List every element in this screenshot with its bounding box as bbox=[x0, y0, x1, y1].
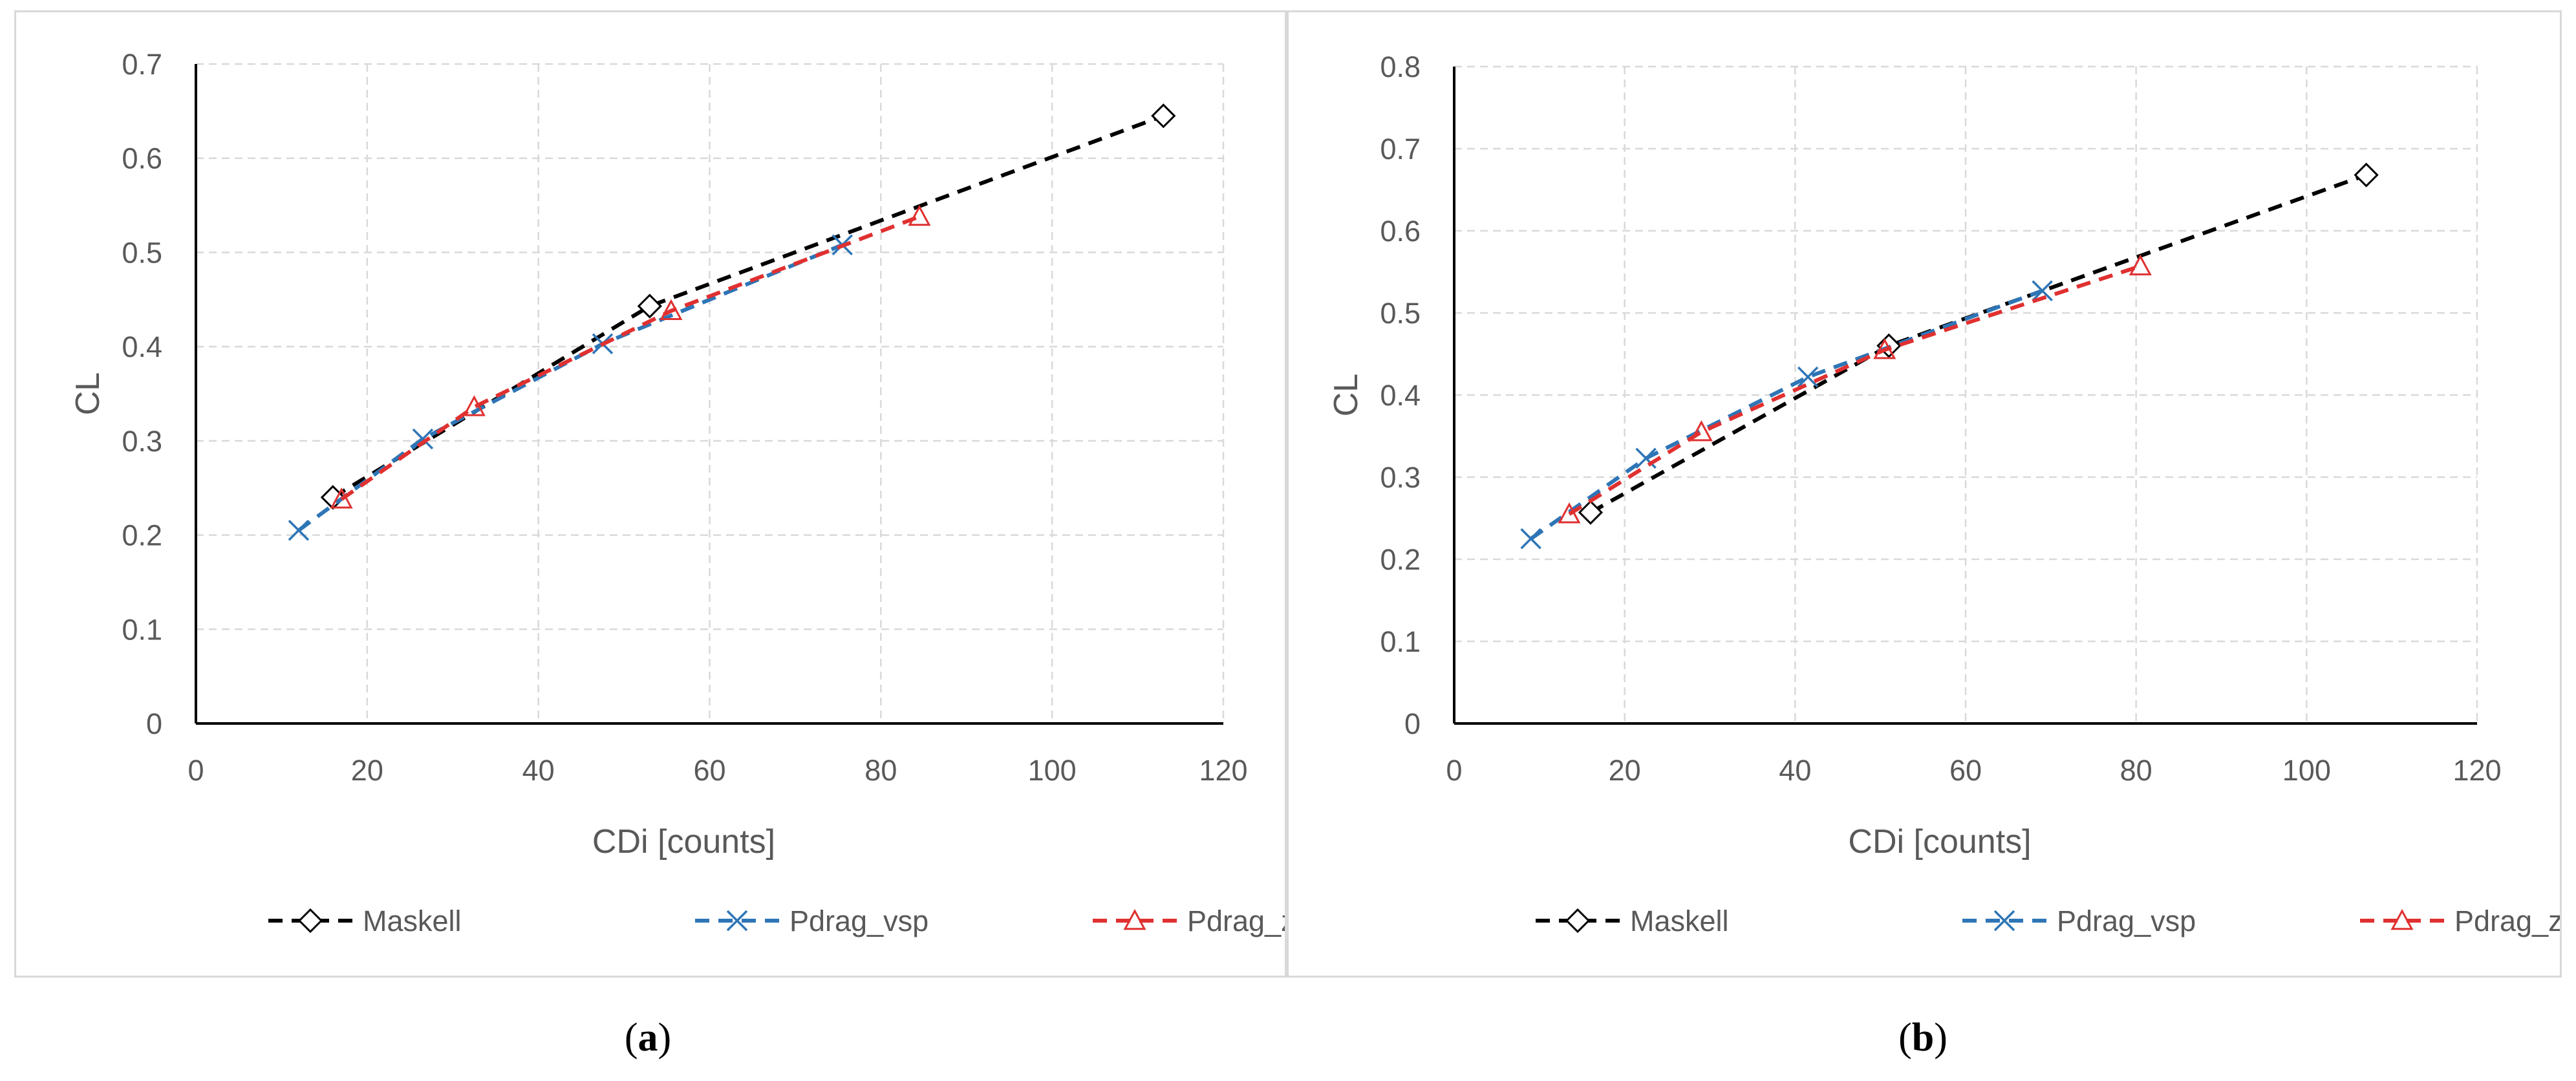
data-point-marker bbox=[2354, 162, 2379, 187]
legend-a: Maskell Pdrag_vsp Pdrag_zen bbox=[268, 904, 1285, 937]
legend-marker bbox=[1123, 908, 1146, 930]
gridlines-b bbox=[1454, 65, 2478, 723]
data-point-marker bbox=[1797, 366, 1819, 388]
x-axis-title: CDi [counts] bbox=[1848, 823, 2031, 861]
caption-b: (b) bbox=[1898, 1016, 1948, 1060]
data-point-marker bbox=[1151, 103, 1176, 129]
series-pdrag-vsp bbox=[288, 234, 853, 541]
y-tick-label: 0.4 bbox=[122, 330, 162, 363]
x-tick-label: 20 bbox=[351, 754, 383, 787]
y-axis-title: CL bbox=[69, 372, 107, 415]
x-tick-label: 120 bbox=[2453, 754, 2501, 787]
chart-panel-a: 0 0.1 0.2 0.3 0.4 0.5 0.6 0.7 0 20 40 60 80 100 120 CDi… bbox=[14, 10, 1287, 978]
series-line bbox=[297, 242, 843, 532]
y-tick-label: 0.8 bbox=[1380, 50, 1421, 83]
x-tick-label: 60 bbox=[693, 754, 725, 787]
series-line bbox=[1568, 264, 2141, 516]
data-point-marker bbox=[637, 294, 662, 319]
x-tick-label: 40 bbox=[522, 754, 555, 787]
data-point-marker bbox=[908, 204, 931, 226]
legend-marker bbox=[1565, 908, 1591, 934]
y-tick-label: 0.7 bbox=[122, 48, 162, 81]
series-pdrag-zen bbox=[1558, 254, 2152, 524]
data-point-marker bbox=[1873, 337, 1896, 359]
data-point-marker bbox=[330, 487, 353, 509]
y-tick-label: 0.3 bbox=[122, 425, 162, 458]
data-point-marker bbox=[660, 299, 683, 321]
caption-a: (a) bbox=[624, 1016, 672, 1060]
series-line bbox=[340, 215, 920, 501]
legend-marker bbox=[1993, 910, 2015, 932]
data-point-marker bbox=[1558, 502, 1581, 524]
chart-b: 0 0.1 0.2 0.3 0.4 0.5 0.6 0.7 0.8 0 20 40 60 80 100 120… bbox=[1327, 50, 2560, 937]
legend-label: Pdrag_zen bbox=[2454, 904, 2560, 937]
data-point-marker bbox=[462, 395, 486, 416]
legend-marker bbox=[2390, 908, 2414, 930]
x-tick-label: 80 bbox=[2120, 754, 2152, 787]
data-point-marker bbox=[1690, 420, 1713, 442]
x-tick-label: 0 bbox=[188, 754, 204, 787]
gridlines-a bbox=[196, 63, 1225, 723]
y-tick-label: 0.6 bbox=[122, 142, 162, 175]
x-axis-title: CDi [counts] bbox=[592, 823, 775, 861]
data-point-marker bbox=[2032, 280, 2053, 301]
y-tick-label: 0.2 bbox=[1380, 543, 1421, 576]
series-pdrag-zen bbox=[330, 204, 931, 509]
y-tick-label: 0 bbox=[146, 707, 162, 740]
chart-a: 0 0.1 0.2 0.3 0.4 0.5 0.6 0.7 0 20 40 60 80 100 120 CDi… bbox=[69, 48, 1285, 937]
y-axis-title: CL bbox=[1327, 374, 1365, 416]
legend-label: Pdrag_vsp bbox=[2057, 904, 2196, 937]
data-point-marker bbox=[1520, 528, 1541, 550]
y-tick-label: 0.1 bbox=[122, 613, 162, 646]
x-tick-label: 60 bbox=[1949, 754, 1982, 787]
y-tick-label: 0.4 bbox=[1380, 379, 1421, 412]
x-tick-label: 40 bbox=[1779, 754, 1811, 787]
data-point-marker bbox=[1578, 500, 1604, 525]
data-point-marker bbox=[288, 520, 310, 541]
legend-marker bbox=[726, 910, 748, 932]
x-tick-label: 0 bbox=[1446, 754, 1462, 787]
y-tick-label: 0.1 bbox=[1380, 625, 1421, 658]
chart-panel-b: 0 0.1 0.2 0.3 0.4 0.5 0.6 0.7 0.8 0 20 40 60 80 100 120… bbox=[1287, 10, 2562, 978]
data-point-marker bbox=[412, 428, 434, 450]
series-pdrag-vsp bbox=[1520, 280, 2053, 550]
x-tick-label: 80 bbox=[864, 754, 897, 787]
y-tick-label: 0.6 bbox=[1380, 215, 1421, 248]
legend-marker bbox=[297, 908, 323, 934]
x-tick-label: 120 bbox=[1199, 754, 1247, 787]
y-tick-label: 0 bbox=[1404, 707, 1421, 740]
data-point-marker bbox=[1635, 447, 1657, 469]
series-maskell bbox=[320, 103, 1176, 510]
y-tick-label: 0.7 bbox=[1380, 133, 1421, 166]
legend-b: Maskell Pdrag_vsp Pdrag_zen bbox=[1536, 904, 2560, 937]
x-tick-label: 20 bbox=[1609, 754, 1641, 787]
y-tick-label: 0.3 bbox=[1380, 461, 1421, 494]
y-tick-label: 0.5 bbox=[1380, 297, 1421, 330]
data-point-marker bbox=[2129, 254, 2152, 275]
x-tick-label: 100 bbox=[2282, 754, 2331, 787]
legend-label: Pdrag_zen bbox=[1187, 904, 1285, 937]
x-tick-label: 100 bbox=[1028, 754, 1077, 787]
series-maskell bbox=[1578, 162, 2379, 525]
legend-label: Maskell bbox=[363, 904, 462, 937]
series-line bbox=[1529, 288, 2043, 540]
series-line bbox=[1589, 173, 2367, 515]
legend-label: Pdrag_vsp bbox=[789, 904, 928, 937]
legend-label: Maskell bbox=[1630, 904, 1729, 937]
y-tick-label: 0.5 bbox=[122, 236, 162, 269]
y-tick-label: 0.2 bbox=[122, 519, 162, 552]
